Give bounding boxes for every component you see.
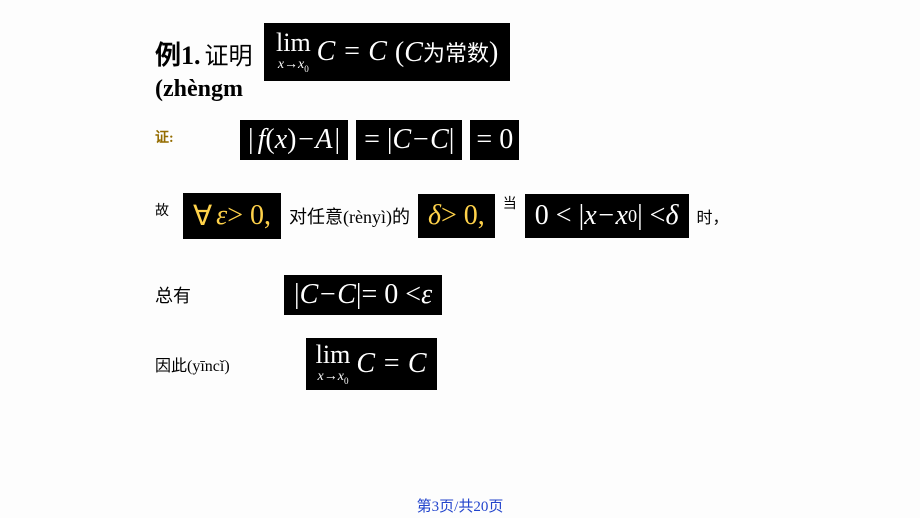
yinci-row: 因此(yīncǐ) lim x→x0 C = C	[155, 338, 437, 390]
math-eq-abs-c-minus-c: = |C − C|	[356, 120, 462, 160]
lim-rhs: C = C	[317, 36, 387, 68]
math-delta-gt0: δ > 0,	[418, 194, 495, 238]
lim-text: lim	[276, 30, 311, 56]
math-lim-c-equals-c: lim x→x0 C = C	[306, 338, 437, 390]
math-abs-x-minus-x0: 0 < | x − x0 | < δ	[525, 194, 689, 238]
title-row: 例1. 证明 lim x→x0 C = C (C为常数)	[155, 35, 855, 72]
zongyou-label: 总有	[155, 282, 191, 308]
gu-label: 故	[155, 200, 169, 220]
shi-text: 时，	[697, 204, 729, 228]
example-number: 例1.	[155, 35, 201, 72]
zongyou-row: 总有 | C − C | = 0 < ε	[155, 275, 442, 315]
math-forall-eps: ∀ ε > 0,	[183, 193, 281, 239]
yinci-label: 因此(yīncǐ)	[155, 352, 230, 376]
slide-content: 例1. 证明 lim x→x0 C = C (C为常数) (zhèngm 证: …	[155, 35, 855, 103]
dang-text: 当	[503, 193, 517, 213]
page-footer: 第3页/共20页	[0, 495, 920, 516]
math-abs-fx-minus-a: | f(x) − A |	[240, 120, 348, 160]
renyi-text: 对任意(rènyì)的	[289, 203, 410, 229]
proof-row: 证: | f(x) − A | = |C − C| = 0	[155, 120, 519, 160]
math-cc-eq-0-lt-eps: | C − C | = 0 < ε	[284, 275, 442, 315]
proof-label: 证:	[155, 127, 174, 147]
math-eq-zero: = 0	[470, 120, 519, 160]
title-word: 证明	[205, 36, 253, 71]
math-lim-c-equals-c-full: lim x→x0 C = C (C为常数)	[264, 23, 510, 81]
forall-row: 故 ∀ ε > 0, 对任意(rènyì)的 δ > 0, 当 0 < | x …	[155, 193, 855, 239]
